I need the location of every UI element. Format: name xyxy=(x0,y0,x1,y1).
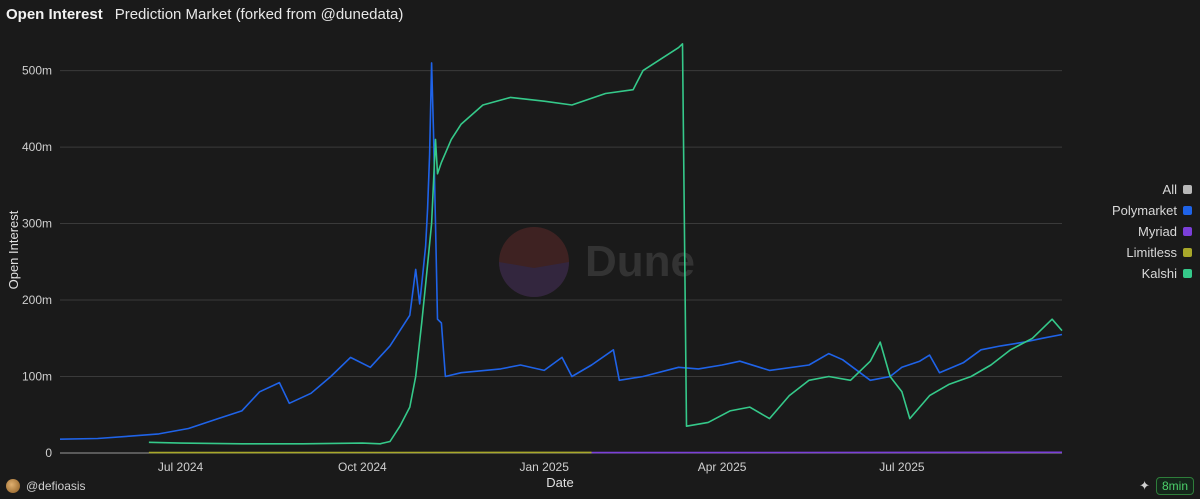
sparkle-icon[interactable]: ✦ xyxy=(1139,478,1150,493)
x-tick-label: Apr 2025 xyxy=(698,460,747,474)
legend-label: All xyxy=(1162,182,1177,197)
y-tick-label: 300m xyxy=(22,217,52,231)
legend-item-kalshi[interactable]: Kalshi xyxy=(1142,266,1192,281)
series-lines xyxy=(59,43,1063,454)
legend-swatch xyxy=(1183,185,1192,194)
author-link[interactable]: @defioasis xyxy=(6,479,86,493)
y-tick-label: 100m xyxy=(22,370,52,384)
legend-item-limitless[interactable]: Limitless xyxy=(1126,245,1192,260)
series-line-kalshi xyxy=(148,43,1063,445)
legend-swatch xyxy=(1183,269,1192,278)
legend-label: Myriad xyxy=(1137,224,1177,239)
chart-subtitle: Prediction Market (forked from @dunedata… xyxy=(114,6,404,23)
y-tick-label: 400m xyxy=(22,140,52,154)
x-tick-label: Jul 2025 xyxy=(879,460,925,474)
dune-watermark: Dune xyxy=(499,227,695,297)
footer-controls: ✦ 8min xyxy=(1139,477,1194,495)
legend-swatch xyxy=(1183,248,1192,257)
y-tick-label: 500m xyxy=(22,64,52,78)
x-tick-label: Oct 2024 xyxy=(338,460,387,474)
x-axis-ticks: Jul 2024 Oct 2024 Jan 2025 Apr 2025 Jul 2025 xyxy=(158,460,925,474)
dune-logo-lower-icon xyxy=(499,262,569,297)
x-tick-label: Jul 2024 xyxy=(158,460,204,474)
y-tick-label: 0 xyxy=(45,446,52,460)
x-tick-label: Jan 2025 xyxy=(520,460,570,474)
chart-legend: All Polymarket Myriad Limitless Kalshi xyxy=(1112,182,1192,281)
y-tick-label: 200m xyxy=(22,293,52,307)
chart-header: Open Interest Prediction Market (forked … xyxy=(6,6,403,26)
y-axis-label: Open Interest xyxy=(6,210,21,289)
refresh-time-badge[interactable]: 8min xyxy=(1155,477,1194,495)
avatar xyxy=(6,479,20,493)
legend-label: Polymarket xyxy=(1111,203,1177,218)
series-line-polymarket xyxy=(59,62,1063,440)
x-axis-label: Date xyxy=(546,475,573,490)
chart-title: Open Interest xyxy=(6,6,103,23)
legend-item-myriad[interactable]: Myriad xyxy=(1138,224,1192,239)
legend-swatch xyxy=(1183,206,1192,215)
legend-item-all[interactable]: All xyxy=(1163,182,1192,197)
legend-label: Kalshi xyxy=(1141,266,1177,281)
legend-item-polymarket[interactable]: Polymarket xyxy=(1112,203,1192,218)
legend-swatch xyxy=(1183,227,1192,236)
watermark-text: Dune xyxy=(585,237,695,286)
legend-label: Limitless xyxy=(1126,245,1177,260)
author-name: @defioasis xyxy=(26,479,86,493)
y-axis-ticks: 0 100m 200m 300m 400m 500m xyxy=(22,64,52,460)
